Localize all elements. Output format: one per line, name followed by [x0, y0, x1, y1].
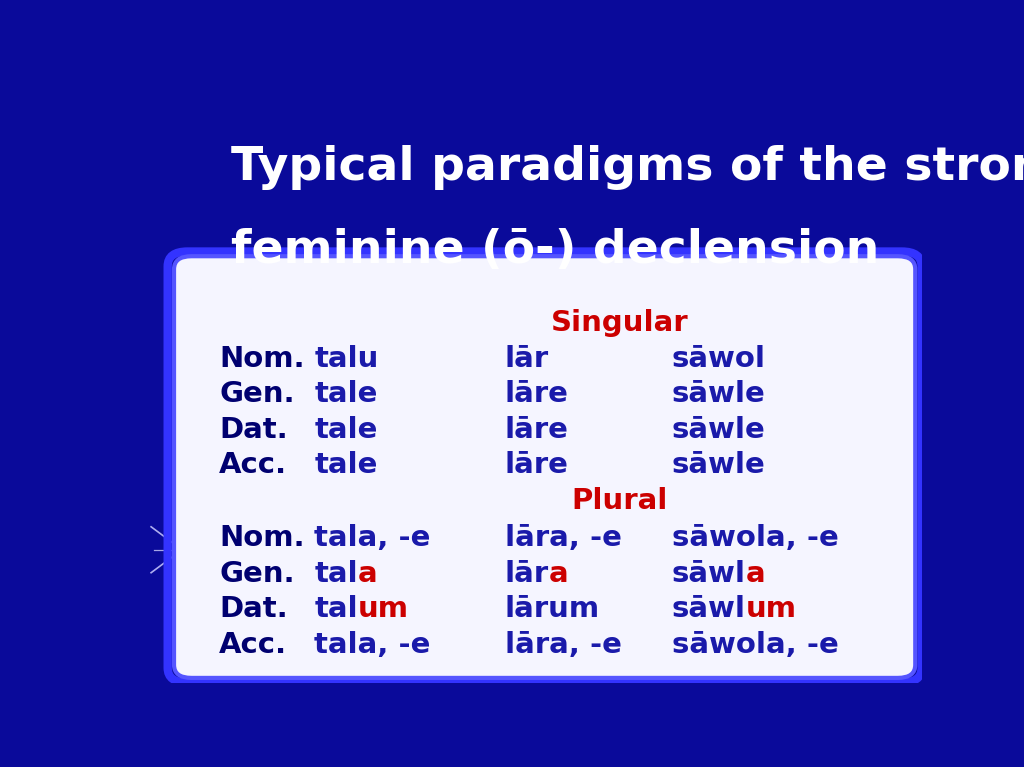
Text: sāwl: sāwl — [672, 560, 745, 588]
Text: Gen.: Gen. — [219, 560, 295, 588]
Text: lāra, -e: lāra, -e — [505, 630, 622, 659]
Text: um: um — [745, 595, 797, 624]
Text: tal: tal — [314, 595, 358, 624]
Text: Nom.: Nom. — [219, 525, 305, 552]
Text: lār: lār — [505, 345, 549, 373]
Text: Nom.: Nom. — [219, 345, 305, 373]
Text: Typical paradigms of the strong: Typical paradigms of the strong — [231, 145, 1024, 190]
Text: a: a — [549, 560, 568, 588]
Text: Gen.: Gen. — [219, 380, 295, 408]
Text: tal: tal — [314, 560, 358, 588]
Text: Acc.: Acc. — [219, 630, 288, 659]
Text: Singular: Singular — [551, 309, 689, 337]
Text: tala, -e: tala, -e — [314, 630, 431, 659]
Text: sāwola, -e: sāwola, -e — [672, 630, 839, 659]
Text: Dat.: Dat. — [219, 416, 288, 443]
Text: Acc.: Acc. — [219, 451, 288, 479]
Text: tale: tale — [314, 416, 378, 443]
Text: feminine (ō-) declension: feminine (ō-) declension — [231, 228, 880, 273]
Text: talu: talu — [314, 345, 379, 373]
FancyBboxPatch shape — [174, 256, 915, 678]
Text: sāwle: sāwle — [672, 451, 765, 479]
Text: lāra, -e: lāra, -e — [505, 525, 622, 552]
Text: sāwle: sāwle — [672, 380, 765, 408]
Text: tale: tale — [314, 380, 378, 408]
Text: sāwle: sāwle — [672, 416, 765, 443]
Text: lāre: lāre — [505, 451, 569, 479]
Text: sāwl: sāwl — [672, 595, 745, 624]
Text: a: a — [745, 560, 765, 588]
Text: Dat.: Dat. — [219, 595, 288, 624]
Text: sāwola, -e: sāwola, -e — [672, 525, 839, 552]
Text: a: a — [358, 560, 378, 588]
Text: sāwol: sāwol — [672, 345, 766, 373]
Text: tale: tale — [314, 451, 378, 479]
Text: lārum: lārum — [505, 595, 600, 624]
Text: lār: lār — [505, 560, 549, 588]
Text: tala, -e: tala, -e — [314, 525, 431, 552]
Text: lāre: lāre — [505, 380, 569, 408]
Text: lāre: lāre — [505, 416, 569, 443]
Text: um: um — [358, 595, 410, 624]
Text: Plural: Plural — [571, 486, 669, 515]
